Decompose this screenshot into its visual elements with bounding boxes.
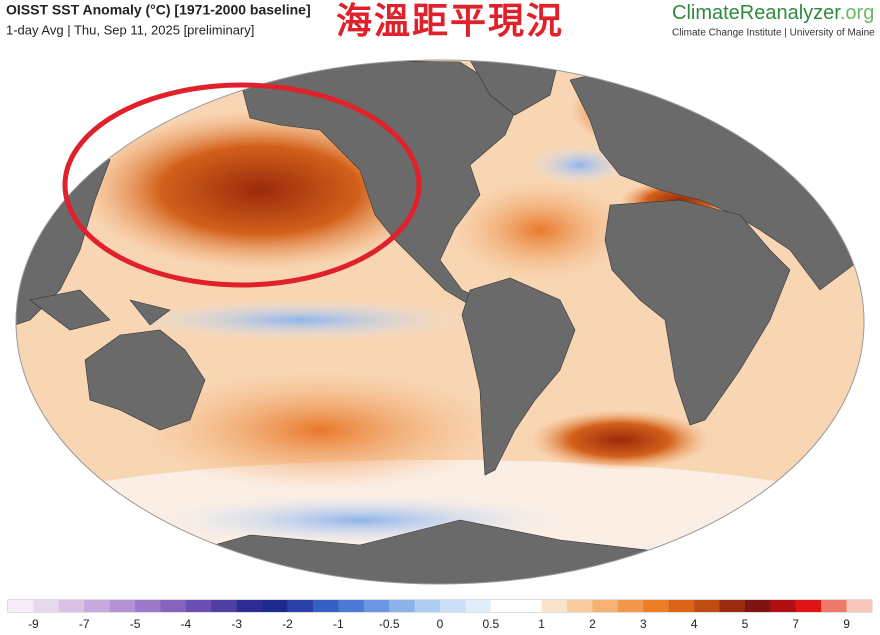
colorbar-label: -5 <box>130 617 141 631</box>
colorbar-swatch <box>84 600 110 612</box>
greenland <box>469 60 561 116</box>
africa <box>604 199 791 426</box>
colorbar-label: 4 <box>691 617 698 631</box>
colorbar-label: -7 <box>79 617 90 631</box>
colorbar-swatch <box>312 600 339 612</box>
map-title: OISST SST Anomaly (°C) [1971-2000 baseli… <box>6 2 311 18</box>
colorbar-swatch <box>287 600 314 612</box>
colorbar-swatch <box>262 600 288 612</box>
colorbar-swatch <box>795 600 822 612</box>
colorbar-swatch <box>185 600 212 612</box>
colorbar-label: 0 <box>437 617 444 631</box>
colorbar-swatch <box>414 600 441 612</box>
logo: ClimateReanalyzer.org <box>672 2 874 24</box>
map <box>16 60 864 584</box>
colorbar-swatch <box>389 600 415 612</box>
colorbar-swatch <box>440 600 466 612</box>
colorbar-swatch <box>643 600 670 612</box>
colorbar-swatch <box>516 600 542 612</box>
colorbar-label: -2 <box>282 617 293 631</box>
colorbar-swatch <box>465 600 492 612</box>
colorbar-label: 3 <box>640 617 647 631</box>
colorbar-label: 0.5 <box>482 617 499 631</box>
colorbar-swatch <box>770 600 797 612</box>
map-subtitle: 1-day Avg | Thu, Sep 11, 2025 [prelimina… <box>6 22 254 37</box>
colorbar-swatch <box>617 600 644 612</box>
colorbar-swatch <box>846 600 873 612</box>
logo-suffix: .org <box>840 2 874 24</box>
maritime-asia <box>29 289 171 331</box>
colorbar-swatch <box>567 600 593 612</box>
colorbar-swatch <box>363 600 390 612</box>
australia <box>84 329 206 431</box>
colorbar-label: 5 <box>742 617 749 631</box>
colorbar-swatch <box>719 600 746 612</box>
colorbar-label: -0.5 <box>379 617 400 631</box>
colorbar-swatch <box>135 600 161 612</box>
highlight-circle <box>62 82 422 288</box>
colorbar-swatch <box>160 600 187 612</box>
colorbar-label: -9 <box>28 617 39 631</box>
colorbar-swatch <box>668 600 695 612</box>
overlay-caption: 海溫距平現況 <box>336 0 564 42</box>
south-pacific-warm <box>140 370 500 490</box>
colorbar-swatch <box>109 600 136 612</box>
colorbar-swatch <box>744 600 771 612</box>
colorbar: -9 -7 -5 -4 -3 -2 -1 -0.5 0 0.5 1 2 3 4 5 7 9 <box>7 599 873 631</box>
logo-tagline: Climate Change Institute | University of… <box>672 28 875 39</box>
colorbar-swatch <box>33 600 60 612</box>
colorbar-swatch <box>694 600 720 612</box>
logo-name: ClimateReanalyzer <box>672 2 841 24</box>
colorbar-label: 2 <box>589 617 596 631</box>
map-border <box>15 59 865 585</box>
colorbar-swatch <box>821 600 847 612</box>
colorbar-label: 7 <box>792 617 799 631</box>
colorbar-swatch <box>236 600 263 612</box>
colorbar-label: 9 <box>843 617 850 631</box>
colorbar-label: 1 <box>538 617 545 631</box>
colorbar-swatch <box>211 600 238 612</box>
colorbar-swatch <box>541 600 568 612</box>
atlantic-warm <box>450 180 630 280</box>
colorbar-swatch <box>58 600 85 612</box>
equatorial-cool <box>130 300 470 340</box>
south-america <box>461 277 576 476</box>
colorbar-label: -1 <box>333 617 344 631</box>
colorbar-label: -3 <box>231 617 242 631</box>
colorbar-swatch <box>592 600 619 612</box>
colorbar-swatch <box>490 600 517 612</box>
colorbar-swatch <box>338 600 365 612</box>
colorbar-swatch <box>8 600 34 612</box>
colorbar-label: -4 <box>181 617 192 631</box>
south-atlantic-warm <box>530 410 710 470</box>
